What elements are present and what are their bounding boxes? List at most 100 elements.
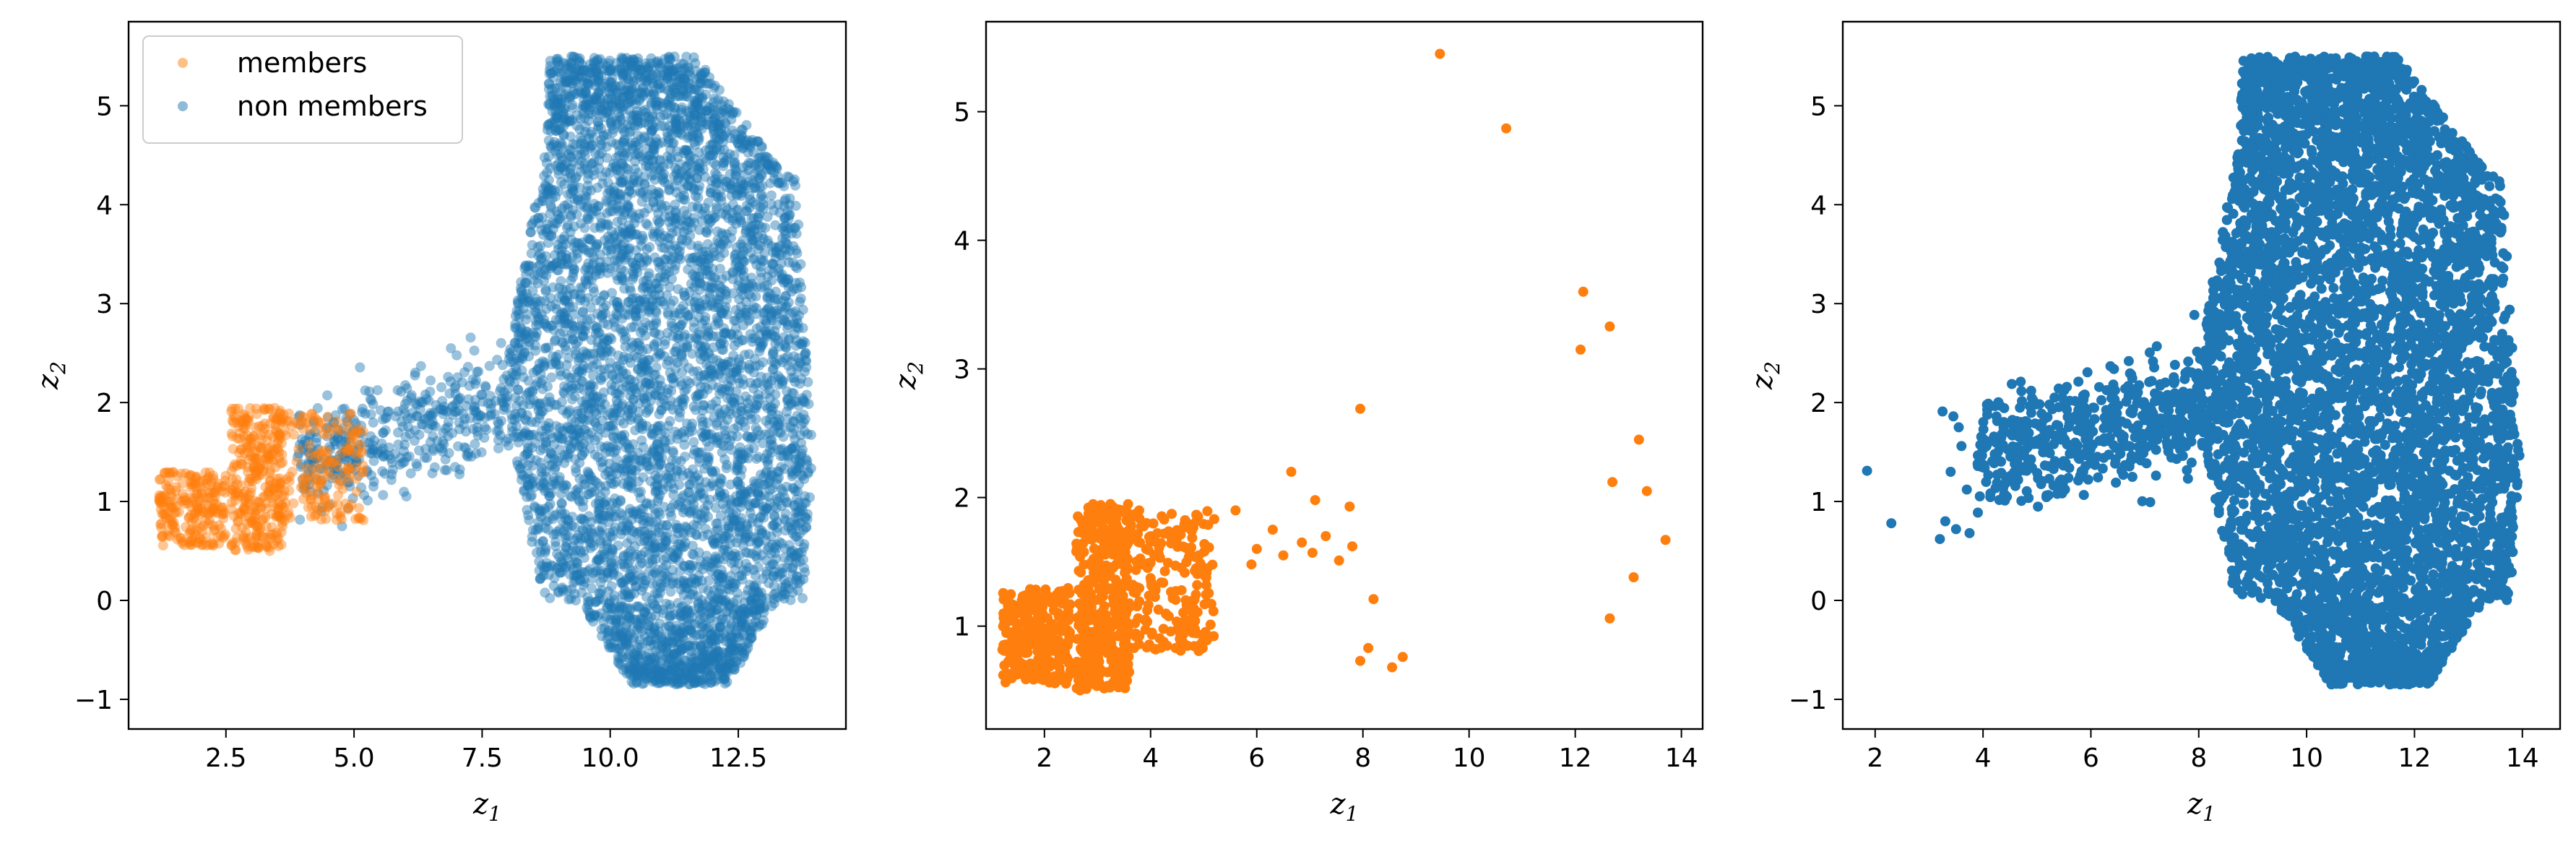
non-member-point [647,125,657,136]
non-member-point [532,212,543,223]
non-member-point [792,585,803,596]
non-member-point [799,497,810,508]
non-member-point [580,424,591,435]
non-member-point [656,260,667,271]
non-member-point [616,124,627,134]
non-member-point [745,486,756,497]
non-member-point [620,163,631,173]
non-member-point [568,51,579,62]
non-member-point [768,402,779,413]
non-member-point [678,470,688,481]
non-member-point [707,535,718,546]
non-member-point [644,566,654,577]
non-member-point [776,258,787,269]
non-member-point [652,228,663,238]
non-member-point [774,492,785,503]
non-member-point [574,441,585,452]
non-member-point [630,156,640,167]
non-member-point [622,74,633,85]
non-member-point [611,116,622,126]
non-member-point [676,677,687,688]
non-member-point [800,512,811,523]
points-layer [154,51,816,690]
non-member-point [756,171,767,181]
non-member-point [505,344,516,355]
non-member-point [709,173,720,184]
non-member-point [691,394,702,405]
non-member-point [621,637,631,647]
non-member-point [596,375,607,386]
non-member-point [729,423,740,434]
non-member-point [764,326,775,337]
non-member-point [524,260,535,271]
non-member-point [613,170,624,181]
non-member-point [736,264,747,275]
non-member-point [735,301,746,312]
non-member-point [682,605,693,616]
non-member-point [652,165,663,176]
non-member-point [782,239,793,250]
non-member-point [592,240,602,251]
non-member-point [626,115,637,126]
non-member-point [526,220,537,230]
non-member-point [678,357,689,368]
non-member-point [780,302,791,313]
non-member-point [574,124,585,135]
non-member-point [739,179,750,190]
non-member-point [699,342,710,353]
non-member-point [745,501,756,512]
non-member-point [590,147,601,158]
non-member-point [576,324,587,335]
non-member-point [594,499,605,509]
non-member-point [567,320,577,331]
non-member-point [742,243,753,254]
non-member-point [556,98,567,108]
non-member-point [550,250,561,260]
non-member-point [612,404,623,415]
non-member-point [642,636,653,646]
non-member-point [551,564,562,574]
non-member-point [653,186,664,197]
non-member-point [770,389,781,400]
non-member-point [628,671,639,682]
non-member-point [595,123,606,134]
non-member-point [611,454,622,465]
non-member-point [560,509,570,519]
non-member-point [530,332,541,342]
non-member-point [732,204,743,215]
non-member-point [510,409,521,420]
non-member-point [752,426,763,436]
non-member-point [579,164,590,175]
non-member-point [796,282,807,293]
non-member-point [691,303,701,314]
non-member-point [769,571,779,582]
non-member-point [579,150,590,161]
non-member-point [734,395,745,405]
non-member-point [727,396,738,407]
non-member-point [669,346,680,357]
non-member-point [541,558,552,569]
non-member-point [748,138,758,149]
non-member-point [748,178,758,189]
non-member-point [683,607,693,618]
non-member-point [593,89,604,100]
non-member-point [749,586,760,597]
non-member-point [617,652,628,663]
non-member-point [545,209,556,219]
non-member-point [600,447,611,458]
non-member-point [734,276,745,286]
non-member-point [707,599,718,610]
non-member-point [704,441,714,452]
non-member-point [722,414,732,425]
non-member-point [717,238,728,249]
non-member-point [771,479,782,490]
non-member-point [791,335,802,346]
non-member-point [725,479,736,490]
non-member-point [532,377,543,388]
non-member-point [555,444,565,455]
non-member-point [583,173,593,184]
non-member-point [715,287,726,298]
non-member-point [711,571,722,582]
non-member-point [582,213,593,224]
non-member-point [677,661,688,672]
